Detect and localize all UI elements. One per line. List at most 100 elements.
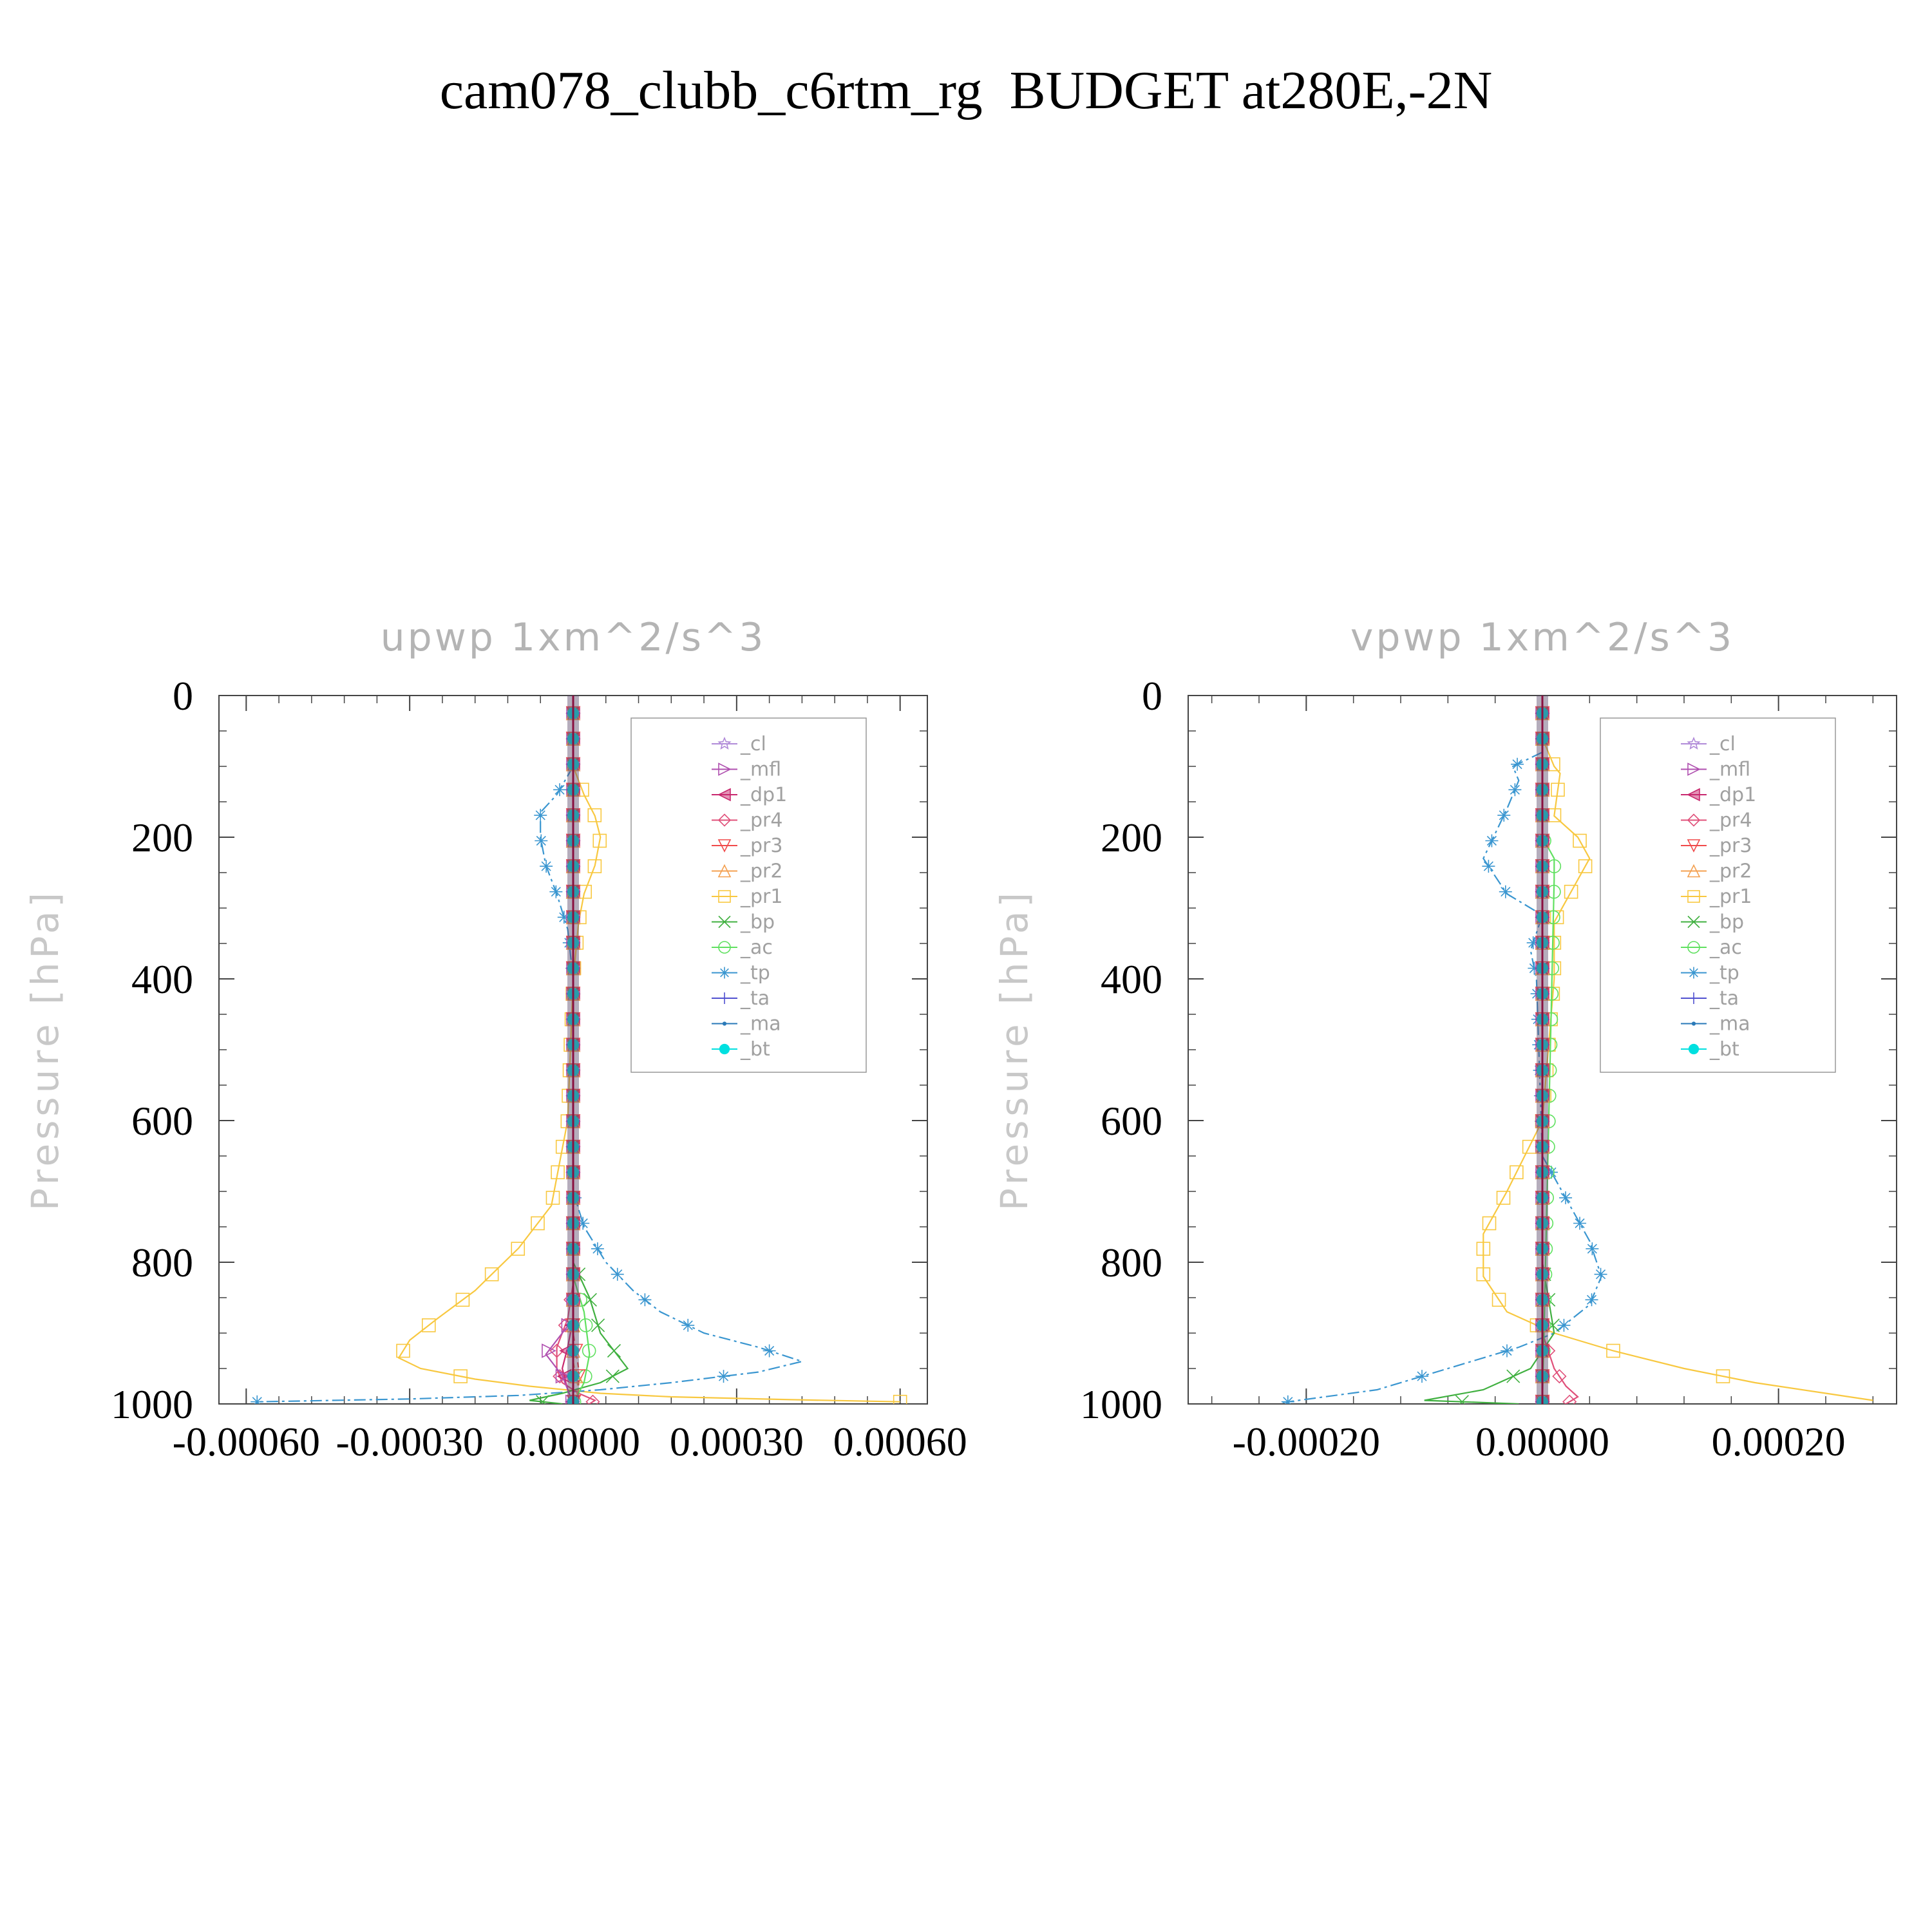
x-tick-label: -0.00030 (336, 1419, 483, 1464)
x-tick-label: 0.00020 (1712, 1419, 1846, 1464)
legend-label: _tp (740, 962, 770, 985)
legend-label: _ac (1709, 936, 1742, 959)
legend-item: _pr2 (712, 860, 782, 883)
marker-square (1476, 1267, 1491, 1282)
y-tick-label: 0 (1142, 673, 1162, 719)
legend-label: _ac (740, 936, 773, 959)
marker-asterisk (1281, 1395, 1294, 1404)
panel-title: vpwp 1xm^2/s^3 (1350, 615, 1734, 660)
legend-item: _bp (712, 911, 775, 934)
marker-square (592, 833, 607, 848)
legend-item: _ma (712, 1013, 781, 1036)
legend: _cl _mfl _dp1 _pr4 _pr3 _pr2 _pr1 _bp_ac _tp_ta _… (630, 717, 867, 1073)
legend-label: _bp (740, 911, 775, 934)
chart-panel-1: upwp 1xm^2/s^3 Pressure [hPa] 0 200 400 600 80… (23, 615, 967, 1464)
marker-asterisk (1497, 808, 1511, 822)
marker-asterisk (1416, 1370, 1428, 1383)
y-tick-label: 600 (1101, 1098, 1162, 1144)
x-tick-label: -0.00020 (1233, 1419, 1380, 1464)
marker-asterisk (1511, 757, 1524, 771)
marker-asterisk (1557, 1318, 1571, 1332)
marker-tri-up (717, 864, 732, 878)
marker-asterisk (1501, 1344, 1513, 1358)
marker-asterisk (1482, 860, 1495, 873)
legend-label: _pr2 (740, 860, 782, 883)
marker-asterisk (1585, 1293, 1598, 1307)
marker-diamond (549, 1343, 564, 1358)
series-line (1482, 737, 1873, 1401)
marker-star (717, 736, 732, 750)
marker-diamond (717, 813, 732, 827)
marker-asterisk (591, 1242, 604, 1256)
legend-item: _bt (712, 1038, 770, 1061)
legend-label: _tp (1709, 962, 1739, 985)
y-tick-label: 200 (1101, 815, 1162, 860)
marker-x (1455, 1395, 1469, 1404)
marker-square (1716, 1369, 1730, 1383)
x-tick-label: 0.00000 (506, 1419, 640, 1464)
marker-tri-down (717, 839, 732, 853)
x-tick-label: -0.00060 (173, 1419, 320, 1464)
y-tick-label: 0 (173, 673, 193, 719)
marker-asterisk (1485, 834, 1499, 848)
marker-square (551, 1165, 565, 1180)
marker-plus (719, 992, 730, 1004)
marker-asterisk (638, 1293, 652, 1307)
legend-item: _bp (1681, 911, 1744, 934)
y-tick-label: 600 (131, 1098, 193, 1144)
legend-item: _bt (1681, 1038, 1739, 1061)
x-tick-label: 0.00060 (833, 1419, 967, 1464)
marker-tri-right (542, 1343, 556, 1358)
marker-square (1564, 884, 1578, 899)
marker-asterisk (1573, 1217, 1587, 1230)
marker-asterisk (1594, 1267, 1607, 1281)
legend-label: _pr3 (1709, 835, 1752, 857)
marker-asterisk (681, 1318, 695, 1332)
marker-square (1510, 1165, 1524, 1180)
marker-square (484, 1267, 499, 1282)
marker-tri-left (717, 788, 731, 802)
marker-filled-circle (719, 1043, 730, 1055)
series-line (397, 766, 900, 1403)
series-layer (1281, 696, 1873, 1404)
legend-item: _dp1 (712, 784, 787, 806)
marker-asterisk (576, 1217, 590, 1230)
marker-diamond (585, 1394, 600, 1404)
legend-label: _ta (740, 987, 770, 1010)
legend-label: _mfl (740, 759, 781, 781)
marker-square (396, 1343, 410, 1358)
legend-label: _pr1 (1709, 886, 1752, 908)
marker-asterisk (717, 1370, 730, 1383)
marker-asterisk (1559, 1191, 1573, 1204)
marker-diamond (1687, 813, 1701, 827)
marker-asterisk (1508, 783, 1522, 797)
marker-tri-down (1687, 839, 1701, 853)
marker-asterisk (1688, 967, 1700, 979)
marker-dot (722, 1021, 727, 1026)
marker-circle (582, 1343, 596, 1358)
legend-item: _ac (712, 936, 773, 959)
legend-item: _ta (712, 987, 770, 1010)
marker-asterisk (540, 860, 553, 873)
legend-item: _pr4 (1681, 810, 1752, 832)
marker-square (1482, 1216, 1497, 1231)
y-tick-label: 800 (131, 1240, 193, 1285)
marker-diamond (1552, 1368, 1567, 1384)
marker-square (1573, 833, 1587, 848)
marker-x (607, 1343, 621, 1358)
legend-item: _mfl (712, 759, 781, 781)
legend-item: _pr1 (712, 886, 782, 908)
y-axis-label: Pressure [hPa] (992, 889, 1036, 1211)
marker-asterisk (1528, 961, 1541, 975)
panel-title: upwp 1xm^2/s^3 (381, 615, 766, 660)
marker-square (718, 890, 731, 903)
marker-asterisk (1586, 1242, 1599, 1256)
legend-item: _cl (712, 733, 766, 755)
legend-item: _pr3 (1681, 835, 1752, 857)
legend-item: _cl (1681, 733, 1736, 755)
marker-square (1687, 890, 1700, 903)
marker-star (1687, 736, 1701, 750)
marker-filled-circle (1688, 1043, 1700, 1055)
legend-label: _pr1 (740, 886, 782, 908)
